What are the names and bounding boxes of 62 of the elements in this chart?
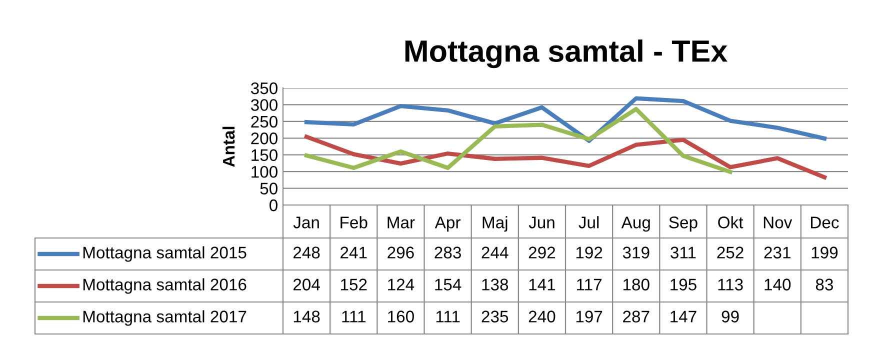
data-label: 99 bbox=[722, 310, 739, 322]
y-tick-label: 150 bbox=[252, 149, 278, 162]
data-label: 235 bbox=[482, 310, 508, 322]
data-label: 231 bbox=[764, 246, 790, 258]
data-label: 124 bbox=[388, 278, 414, 290]
x-tick-label: Jan bbox=[293, 216, 319, 228]
chart-title: Mottagna samtal - TEx bbox=[405, 40, 728, 68]
line-series bbox=[304, 96, 827, 143]
x-tick-label: Jun bbox=[528, 216, 554, 228]
data-label: 296 bbox=[388, 246, 414, 258]
data-label: 241 bbox=[340, 246, 367, 258]
data-label: 154 bbox=[435, 278, 462, 290]
data-label: 83 bbox=[816, 278, 833, 290]
y-tick-label: 200 bbox=[251, 132, 278, 144]
data-label: 147 bbox=[670, 310, 696, 322]
data-label: 244 bbox=[482, 246, 508, 258]
x-tick-label: Sep bbox=[669, 216, 698, 232]
legend-label: Mottagna samtal 2015 bbox=[83, 246, 246, 262]
data-label: 140 bbox=[764, 278, 791, 290]
y-axis-title: Antal bbox=[222, 126, 235, 167]
data-label: 111 bbox=[436, 310, 460, 322]
x-tick-label: Okt bbox=[718, 216, 744, 228]
y-tick-label: 0 bbox=[270, 199, 278, 212]
line-series bbox=[304, 134, 827, 180]
x-tick-label: Apr bbox=[434, 216, 460, 232]
data-label: 311 bbox=[670, 246, 696, 258]
x-tick-label: Nov bbox=[764, 216, 792, 228]
data-label: 248 bbox=[293, 246, 320, 258]
legend-label: Mottagna samtal 2016 bbox=[83, 278, 246, 294]
x-tick-label: Dec bbox=[811, 216, 839, 228]
data-label: 199 bbox=[812, 246, 838, 258]
x-tick-label: Mar bbox=[388, 216, 415, 228]
x-tick-label: Feb bbox=[340, 216, 368, 228]
x-tick-label: Maj bbox=[482, 216, 508, 232]
data-label: 195 bbox=[670, 278, 696, 290]
data-label: 141 bbox=[529, 278, 556, 290]
data-label: 113 bbox=[718, 278, 743, 290]
data-label: 292 bbox=[528, 246, 556, 258]
y-tick-label: 350 bbox=[250, 82, 278, 94]
data-label: 283 bbox=[434, 246, 461, 258]
x-tick-label: Aug bbox=[621, 216, 650, 232]
data-label: 197 bbox=[576, 310, 602, 322]
data-label: 111 bbox=[342, 310, 366, 322]
data-label: 204 bbox=[293, 278, 320, 290]
data-label: 240 bbox=[528, 310, 556, 322]
data-label: 138 bbox=[482, 278, 508, 290]
legend-label: Mottagna samtal 2017 bbox=[83, 310, 246, 326]
y-tick-label: 100 bbox=[252, 166, 278, 178]
data-label: 117 bbox=[577, 278, 602, 290]
y-tick-label: 300 bbox=[250, 99, 278, 111]
x-tick-label: Jul bbox=[578, 216, 599, 228]
line-series bbox=[304, 106, 732, 174]
data-label: 152 bbox=[340, 278, 367, 290]
y-tick-label: 250 bbox=[251, 116, 278, 128]
data-label: 148 bbox=[294, 310, 320, 322]
data-label: 192 bbox=[576, 246, 602, 258]
data-label: 319 bbox=[622, 246, 650, 258]
data-label: 180 bbox=[623, 278, 650, 290]
data-label: 160 bbox=[388, 310, 414, 322]
y-tick-label: 50 bbox=[260, 182, 278, 194]
data-label: 287 bbox=[623, 310, 650, 322]
data-label: 252 bbox=[717, 246, 744, 258]
